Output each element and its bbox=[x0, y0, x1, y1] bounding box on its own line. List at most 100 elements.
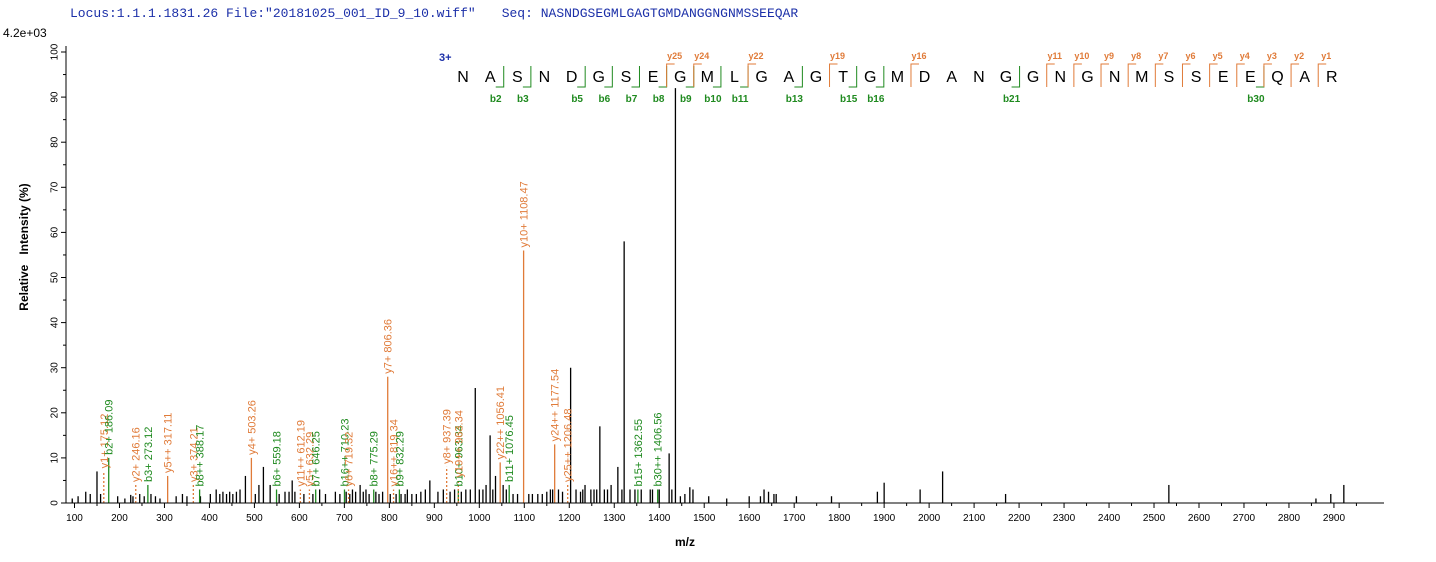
x-tick-label: 800 bbox=[381, 513, 398, 524]
x-tick-label: 1900 bbox=[873, 513, 896, 524]
residue: S bbox=[1191, 69, 1202, 86]
peak-label: b8+ 775.29 bbox=[369, 431, 381, 486]
residue: G bbox=[674, 69, 686, 86]
x-tick-label: 1600 bbox=[738, 513, 761, 524]
y-ion-label: y10 bbox=[1074, 51, 1089, 61]
residue: Q bbox=[1271, 69, 1283, 86]
residue: A bbox=[946, 69, 957, 86]
peak-label: y4+ 503.26 bbox=[246, 400, 258, 455]
peak-label: y8+ 937.39 bbox=[442, 409, 454, 464]
y-tick-label: 30 bbox=[50, 362, 61, 374]
x-tick-label: 2200 bbox=[1008, 513, 1031, 524]
charge-label: 3+ bbox=[439, 52, 452, 64]
residue: S bbox=[1164, 69, 1175, 86]
residue: T bbox=[838, 69, 848, 86]
b-ion-label: b7 bbox=[626, 94, 638, 105]
b-ion-bracket bbox=[712, 66, 722, 88]
x-tick-label: 600 bbox=[291, 513, 308, 524]
peak-label: b7+ 646.25 bbox=[311, 431, 323, 486]
x-tick-label: 1400 bbox=[648, 513, 671, 524]
b-ion-bracket bbox=[658, 66, 668, 88]
residue: E bbox=[1245, 69, 1256, 86]
peak-label: y6+ 719.32 bbox=[344, 432, 356, 487]
b-ion-label: b2 bbox=[490, 94, 502, 105]
b-ion-bracket bbox=[631, 66, 640, 88]
peak-label: y24++ 1177.54 bbox=[550, 369, 562, 442]
residue: N bbox=[1055, 69, 1067, 86]
b-ion-bracket bbox=[875, 66, 885, 88]
y-ion-label: y24 bbox=[694, 51, 709, 61]
b-ion-label: b5 bbox=[571, 94, 583, 105]
peak-label: y5++ 317.11 bbox=[163, 413, 175, 473]
y-tick-label: 90 bbox=[50, 91, 61, 103]
y-tick-label: 20 bbox=[50, 407, 61, 419]
y-ion-label: y4 bbox=[1240, 51, 1250, 61]
residue: N bbox=[1109, 69, 1121, 86]
peak-label: y10+ 1108.47 bbox=[519, 181, 531, 247]
y-ion-bracket bbox=[1263, 63, 1272, 87]
x-tick-label: 2700 bbox=[1233, 513, 1256, 524]
peak-label: y3+ 374.21 bbox=[188, 427, 200, 482]
peak-label: b15+ 1362.55 bbox=[633, 419, 645, 487]
y-ion-bracket bbox=[666, 63, 675, 87]
residue: R bbox=[1326, 69, 1338, 86]
axes-layer: 100 200 300 400 500 600 700 800 900 1000 1100 1200 1… bbox=[50, 43, 1384, 524]
residue: G bbox=[1000, 69, 1012, 86]
y-tick-label: 100 bbox=[50, 43, 61, 60]
x-tick-label: 1800 bbox=[828, 513, 851, 524]
b-ion-label: b21 bbox=[1003, 94, 1021, 105]
b-ion-bracket bbox=[522, 66, 532, 88]
b-ion-label: b8 bbox=[653, 94, 665, 105]
b-ion-label: b9 bbox=[680, 94, 692, 105]
residue: M bbox=[1135, 69, 1148, 86]
intensity-max-label: 4.2e+03 bbox=[3, 26, 47, 40]
peak-label: y16++ 819.34 bbox=[389, 419, 401, 486]
b-ion-label: b15 bbox=[840, 94, 858, 105]
peak-label: b30++ 1406.56 bbox=[653, 412, 665, 486]
seq-value: NASNDGSEGMLGAGTGMDANGGNGNMSSEEQAR bbox=[540, 6, 799, 21]
locus-text: Locus:1.1.1.1831.26 bbox=[70, 6, 219, 21]
x-tick-label: 1000 bbox=[468, 513, 491, 524]
b-ion-label: b11 bbox=[732, 94, 749, 105]
y-tick-label: 10 bbox=[50, 452, 61, 464]
residue: G bbox=[810, 69, 822, 86]
residue: G bbox=[864, 69, 876, 86]
peak-label: b3+ 273.12 bbox=[143, 427, 155, 482]
y-ion-bracket bbox=[1290, 63, 1300, 87]
y-ion-label: y25 bbox=[667, 51, 682, 61]
peaks-layer bbox=[71, 88, 1345, 503]
b-ion-bracket bbox=[1011, 66, 1021, 88]
x-tick-label: 2500 bbox=[1143, 513, 1166, 524]
x-tick-label: 200 bbox=[111, 513, 128, 524]
residue: S bbox=[512, 69, 523, 86]
peak-label: b6+ 559.18 bbox=[272, 431, 284, 486]
x-tick-label: 2900 bbox=[1323, 513, 1346, 524]
residue: N bbox=[539, 69, 551, 86]
y-ion-label: y5 bbox=[1213, 51, 1223, 61]
y-ion-bracket bbox=[829, 63, 838, 87]
residue: E bbox=[648, 69, 659, 86]
x-tick-label: 1700 bbox=[783, 513, 806, 524]
y-ion-bracket bbox=[1127, 63, 1137, 87]
b-ion-label: b10 bbox=[704, 94, 722, 105]
b-ion-bracket bbox=[848, 66, 858, 88]
b-ion-bracket bbox=[1255, 66, 1265, 88]
peak-label: b9+ 832.29 bbox=[394, 431, 406, 486]
b-ion-bracket bbox=[685, 66, 695, 88]
x-tick-label: 900 bbox=[426, 513, 443, 524]
residue: G bbox=[593, 69, 605, 86]
x-tick-label: 2800 bbox=[1278, 513, 1301, 524]
y-ion-bracket bbox=[1181, 63, 1191, 87]
y-ion-label: y6 bbox=[1185, 51, 1195, 61]
b-ion-bracket bbox=[604, 66, 613, 88]
y-ion-bracket bbox=[1154, 63, 1164, 87]
y-ion-label: y11 bbox=[1047, 51, 1062, 61]
y-tick-label: 0 bbox=[50, 500, 61, 506]
x-tick-label: 1200 bbox=[558, 513, 581, 524]
y-ion-bracket bbox=[1236, 63, 1245, 87]
residue: A bbox=[485, 69, 496, 86]
y-ion-label: y19 bbox=[830, 51, 845, 61]
y-ion-bracket bbox=[1317, 63, 1327, 87]
peak-label: y19++ 963.34 bbox=[453, 410, 465, 477]
y-ion-label: y3 bbox=[1267, 51, 1277, 61]
